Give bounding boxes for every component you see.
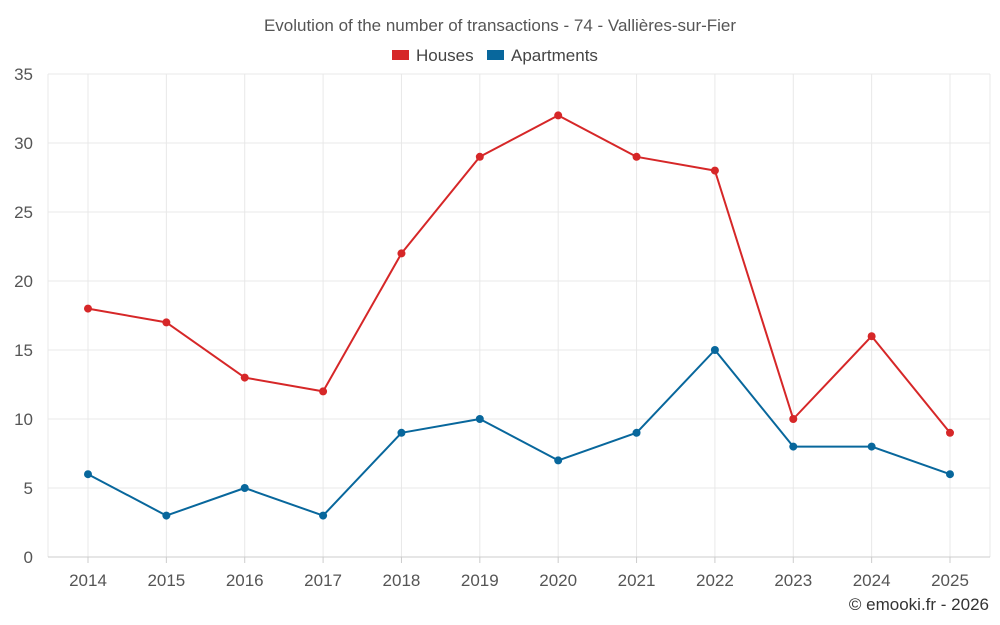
y-tick-label: 25 bbox=[14, 203, 33, 222]
chart-title: Evolution of the number of transactions … bbox=[264, 16, 736, 35]
data-point-apartments[interactable] bbox=[789, 442, 798, 451]
y-tick-label: 35 bbox=[14, 65, 33, 84]
data-point-apartments[interactable] bbox=[475, 415, 484, 423]
y-tick-label: 30 bbox=[14, 134, 33, 153]
y-tick-label: 10 bbox=[14, 410, 33, 429]
credit-text: © emooki.fr - 2026 bbox=[849, 595, 989, 614]
data-point-apartments[interactable] bbox=[397, 428, 406, 437]
x-tick-label: 2018 bbox=[383, 571, 421, 590]
x-tick-label: 2014 bbox=[69, 571, 107, 590]
data-point-houses[interactable] bbox=[789, 415, 798, 423]
data-point-apartments[interactable] bbox=[84, 470, 92, 479]
x-tick-label: 2022 bbox=[696, 571, 734, 590]
data-point-houses[interactable] bbox=[162, 318, 171, 327]
data-point-apartments[interactable] bbox=[710, 346, 719, 354]
data-point-apartments[interactable] bbox=[554, 456, 563, 465]
x-axis-ticks: 2014 2015 2016 2017 2018 2019 2020 2021 2022 2023… bbox=[69, 557, 969, 590]
x-tick-label: 2015 bbox=[147, 571, 185, 590]
legend-swatch-houses bbox=[392, 50, 409, 60]
data-point-houses[interactable] bbox=[475, 152, 484, 161]
data-point-apartments[interactable] bbox=[162, 511, 171, 520]
data-point-houses[interactable] bbox=[710, 166, 719, 175]
series-line-apartments bbox=[87, 349, 951, 517]
data-point-houses[interactable] bbox=[397, 249, 406, 258]
x-tick-label: 2017 bbox=[304, 571, 342, 590]
y-tick-label: 15 bbox=[14, 341, 33, 360]
data-point-houses[interactable] bbox=[632, 152, 641, 161]
legend-swatch-apartments bbox=[487, 50, 504, 60]
legend[interactable]: Houses Apartments bbox=[392, 46, 598, 65]
x-tick-label: 2024 bbox=[853, 571, 891, 590]
data-point-houses[interactable] bbox=[84, 304, 92, 313]
data-point-houses[interactable] bbox=[946, 428, 954, 437]
legend-label-houses[interactable]: Houses bbox=[416, 46, 474, 65]
x-tick-label: 2016 bbox=[226, 571, 264, 590]
x-tick-label: 2019 bbox=[461, 571, 499, 590]
grid bbox=[47, 73, 991, 557]
y-tick-label: 0 bbox=[24, 548, 33, 567]
data-point-apartments[interactable] bbox=[867, 442, 876, 451]
data-point-houses[interactable] bbox=[554, 111, 563, 120]
y-tick-label: 5 bbox=[24, 479, 33, 498]
data-point-houses[interactable] bbox=[240, 373, 249, 382]
x-tick-label: 2023 bbox=[774, 571, 812, 590]
x-tick-label: 2025 bbox=[931, 571, 969, 590]
data-point-houses[interactable] bbox=[319, 387, 328, 396]
data-point-apartments[interactable] bbox=[946, 470, 954, 479]
series-line-houses bbox=[87, 114, 951, 434]
series-houses bbox=[84, 111, 954, 437]
x-tick-label: 2020 bbox=[539, 571, 577, 590]
y-tick-label: 20 bbox=[14, 272, 33, 291]
legend-label-apartments[interactable]: Apartments bbox=[511, 46, 598, 65]
data-point-houses[interactable] bbox=[867, 332, 876, 341]
data-point-apartments[interactable] bbox=[240, 484, 249, 492]
plot-area bbox=[84, 111, 954, 520]
data-point-apartments[interactable] bbox=[632, 428, 641, 437]
data-point-apartments[interactable] bbox=[319, 511, 328, 520]
series-apartments bbox=[84, 346, 954, 520]
y-axis-ticks: 0 5 10 15 20 25 30 35 bbox=[14, 65, 33, 567]
x-tick-label: 2021 bbox=[618, 571, 656, 590]
